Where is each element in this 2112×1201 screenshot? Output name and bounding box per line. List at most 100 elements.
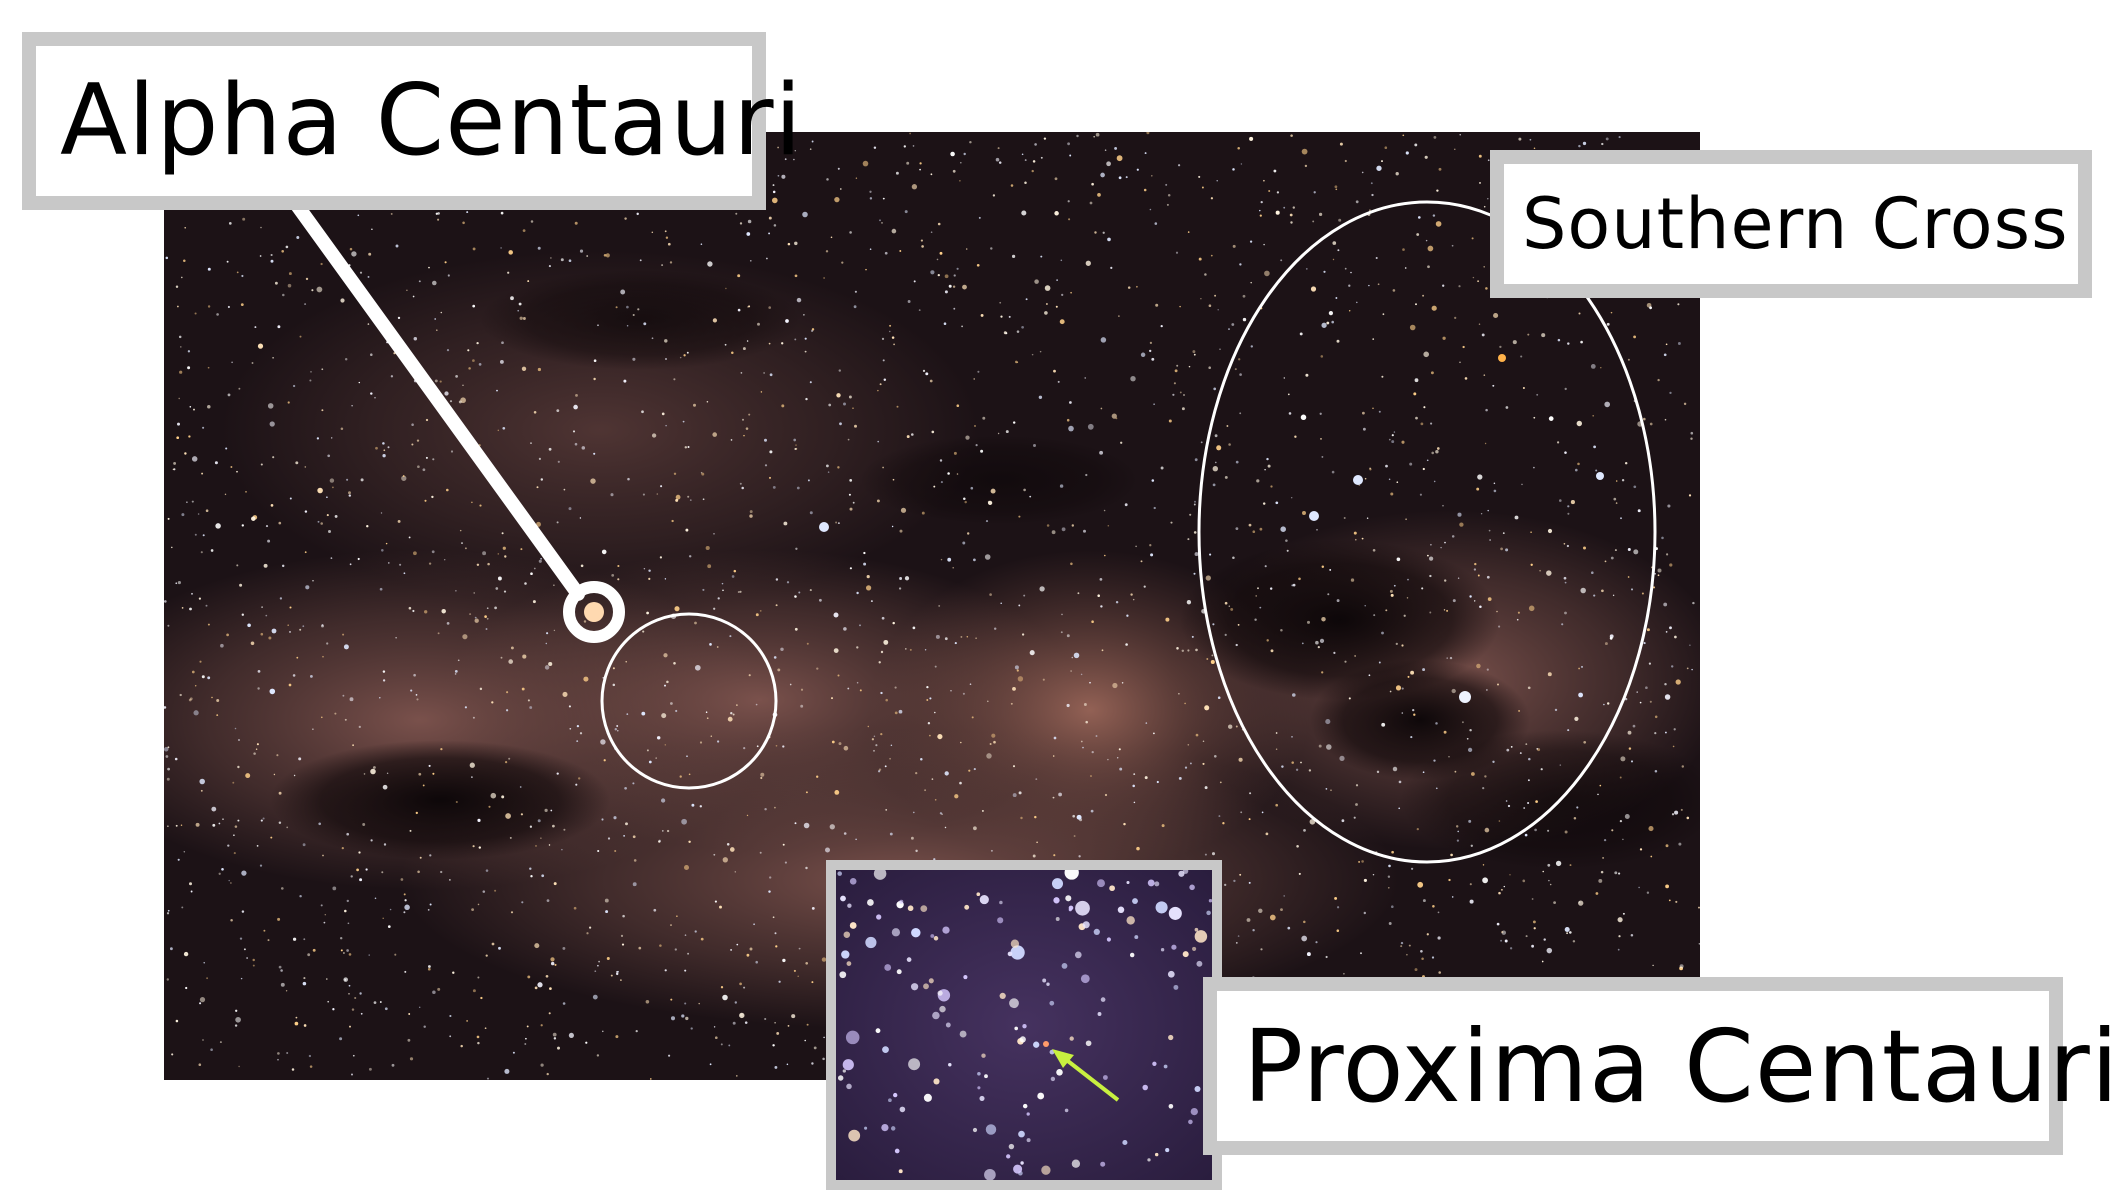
inset-star <box>1071 1159 1081 1168</box>
star <box>707 564 712 569</box>
star <box>1249 136 1254 141</box>
star <box>670 1016 676 1021</box>
inset-star <box>1046 982 1050 986</box>
star <box>406 289 408 292</box>
star <box>1181 407 1185 411</box>
star <box>198 597 201 600</box>
star <box>1216 180 1218 182</box>
star <box>1021 325 1024 329</box>
star <box>1370 182 1373 185</box>
star <box>193 710 199 716</box>
star <box>927 722 931 725</box>
star <box>773 224 777 227</box>
star <box>1194 458 1198 462</box>
star <box>783 521 788 526</box>
star <box>1343 517 1346 519</box>
star <box>1033 444 1036 447</box>
star <box>1432 214 1436 217</box>
star <box>739 482 742 485</box>
star <box>632 882 637 887</box>
star <box>1493 312 1499 319</box>
star <box>1195 648 1198 652</box>
star <box>684 1002 687 1005</box>
star <box>1572 940 1576 943</box>
star <box>184 227 186 229</box>
star <box>1320 438 1322 440</box>
star <box>178 397 180 400</box>
star <box>719 905 722 909</box>
star <box>997 147 1000 150</box>
star <box>1312 220 1315 223</box>
star <box>1489 539 1491 541</box>
star <box>1532 920 1536 924</box>
star <box>419 856 422 859</box>
star <box>227 305 230 309</box>
star <box>856 681 859 684</box>
star <box>1071 656 1074 659</box>
star <box>1382 313 1385 316</box>
star <box>289 606 292 609</box>
star <box>1012 793 1017 798</box>
star <box>1235 460 1239 464</box>
star <box>317 520 320 523</box>
star <box>292 384 296 388</box>
star <box>488 805 491 808</box>
star <box>1237 935 1240 937</box>
star <box>520 813 524 816</box>
star <box>1295 768 1299 771</box>
star <box>944 290 948 294</box>
star <box>1115 600 1119 604</box>
star <box>883 639 889 645</box>
star <box>1547 863 1551 867</box>
star <box>1226 425 1229 427</box>
inset-star <box>1194 1086 1201 1092</box>
star <box>1242 294 1246 298</box>
star <box>1078 855 1081 858</box>
star <box>380 512 383 514</box>
star <box>1202 762 1205 765</box>
star <box>468 367 471 370</box>
star <box>1527 333 1530 336</box>
star <box>485 869 489 872</box>
star <box>177 422 180 426</box>
star <box>486 617 489 620</box>
star <box>1089 681 1091 684</box>
star <box>656 493 659 495</box>
star <box>1219 781 1222 784</box>
star <box>464 706 467 709</box>
star <box>646 749 649 752</box>
inset-star <box>865 936 877 949</box>
star <box>781 404 785 408</box>
star <box>1270 649 1274 653</box>
star <box>782 843 785 846</box>
star <box>883 378 887 382</box>
bright-star <box>1498 354 1506 362</box>
star <box>413 337 418 341</box>
star <box>305 277 309 281</box>
star <box>873 735 876 737</box>
star <box>303 1024 307 1027</box>
star <box>1143 188 1147 192</box>
inset-star <box>1006 1154 1011 1159</box>
star <box>340 949 343 952</box>
star <box>806 1023 809 1026</box>
star <box>651 337 654 340</box>
star <box>1591 571 1594 574</box>
star <box>843 745 849 751</box>
inset-star <box>1033 1041 1040 1048</box>
star <box>304 303 307 306</box>
star <box>1296 845 1299 848</box>
star <box>292 674 296 677</box>
star <box>1029 650 1035 656</box>
star <box>1259 527 1263 531</box>
star <box>985 520 989 523</box>
star <box>1102 231 1105 234</box>
star <box>1446 657 1448 659</box>
star <box>1395 642 1398 646</box>
star <box>1133 801 1136 804</box>
star <box>278 521 282 525</box>
dust-lane <box>860 435 1140 525</box>
star <box>232 781 235 784</box>
star <box>506 691 509 694</box>
